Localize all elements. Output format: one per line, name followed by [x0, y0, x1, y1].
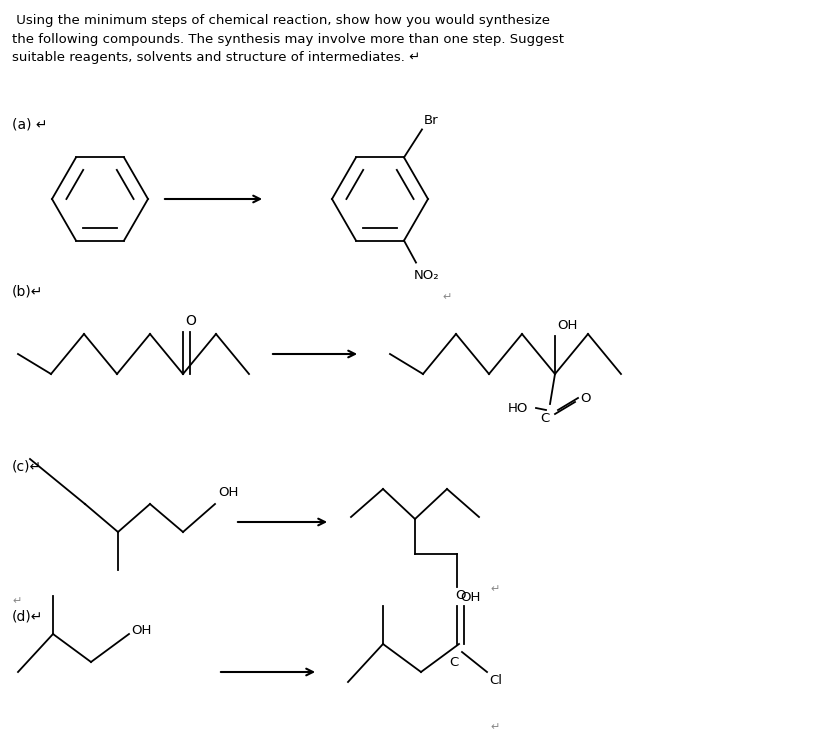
Text: C: C — [450, 656, 459, 669]
Text: (b)↵: (b)↵ — [12, 284, 43, 298]
Text: Cl: Cl — [489, 674, 502, 687]
Text: ↵: ↵ — [442, 292, 451, 303]
Text: OH: OH — [460, 591, 480, 604]
Text: ↵: ↵ — [490, 584, 499, 594]
Text: OH: OH — [557, 319, 578, 332]
Text: OH: OH — [131, 624, 151, 638]
Text: ↵: ↵ — [12, 596, 22, 606]
Text: (d)↵: (d)↵ — [12, 609, 43, 623]
Text: Br: Br — [424, 115, 439, 127]
Text: NO₂: NO₂ — [414, 269, 440, 281]
Text: O: O — [580, 391, 591, 405]
Text: C: C — [540, 412, 549, 425]
Text: HO: HO — [508, 402, 529, 414]
Text: O: O — [185, 314, 196, 328]
Text: (a) ↵: (a) ↵ — [12, 117, 47, 131]
Text: OH: OH — [218, 486, 238, 499]
Text: O: O — [455, 589, 465, 602]
Text: Using the minimum steps of chemical reaction, show how you would synthesize
the : Using the minimum steps of chemical reac… — [12, 14, 564, 64]
Text: (c)↵: (c)↵ — [12, 459, 42, 473]
Text: ↵: ↵ — [490, 722, 499, 732]
